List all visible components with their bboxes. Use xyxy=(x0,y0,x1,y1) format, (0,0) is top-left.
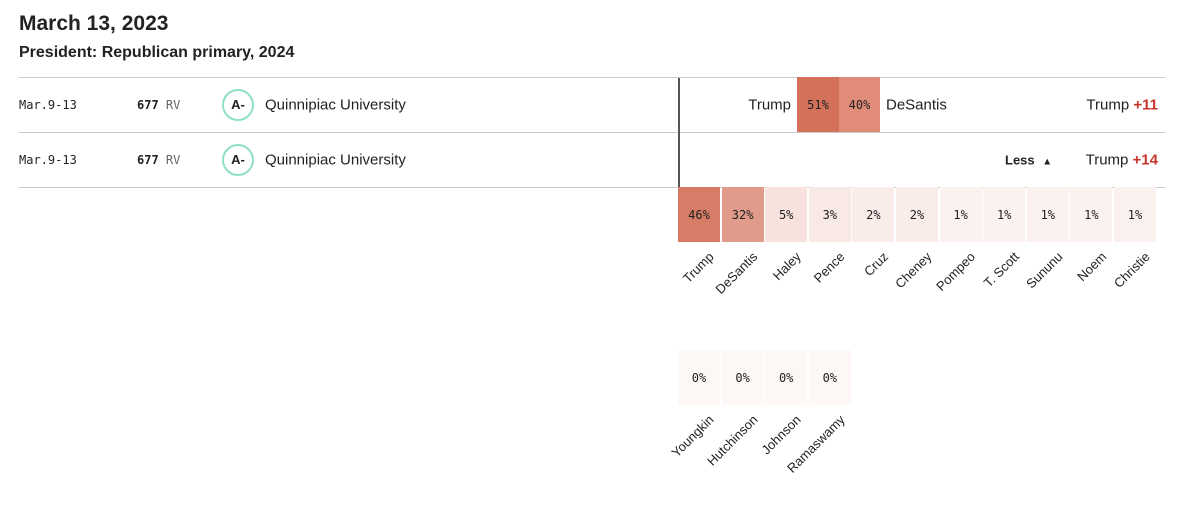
candidate-cell: 1% xyxy=(1114,187,1156,242)
candidate-cell: 1% xyxy=(983,187,1026,242)
candidate-label: Noem xyxy=(1073,249,1110,285)
candidate-left: Trump xyxy=(748,96,791,113)
population: RV xyxy=(165,152,181,167)
less-toggle[interactable]: Less ▲ xyxy=(1005,152,1052,167)
net-margin: +14 xyxy=(1132,151,1158,168)
poll-dates: Mar.9-13 xyxy=(19,152,77,167)
candidate-right: DeSantis xyxy=(886,96,947,113)
divider xyxy=(19,77,1165,78)
race-subtitle: President: Republican primary, 2024 xyxy=(19,44,295,61)
poll-row[interactable]: Mar.9-13 677 RV A- Quinnipiac University… xyxy=(0,77,1200,132)
candidate-cell: 5% xyxy=(765,187,808,242)
pollster-link[interactable]: Quinnipiac University xyxy=(265,96,406,113)
candidate-label: Trump xyxy=(679,249,717,286)
net-leader: Trump xyxy=(1086,96,1130,113)
candidate-cell: 3% xyxy=(808,187,851,242)
pollster-grade-badge: A- xyxy=(222,143,254,176)
net-leader: Trump xyxy=(1085,151,1129,168)
candidate-label: T. Scott xyxy=(980,249,1022,291)
candidate-cell: 32% xyxy=(721,187,764,242)
pollster-link[interactable]: Quinnipiac University xyxy=(265,151,406,168)
candidate-label: Pence xyxy=(810,249,848,286)
candidate-cell: 1% xyxy=(1070,187,1113,242)
net-margin: +11 xyxy=(1133,96,1158,113)
candidate-cell: 0% xyxy=(808,350,851,405)
candidate-cell: 1% xyxy=(939,187,982,242)
candidate-label: DeSantis xyxy=(712,249,761,297)
poll-dates: Mar.9-13 xyxy=(19,97,77,112)
candidate-cell: 0% xyxy=(721,350,764,405)
divider xyxy=(19,187,1165,188)
pollster-grade-badge: A- xyxy=(222,88,254,121)
h2h-cell-right: 40% xyxy=(839,77,880,132)
poll-row[interactable]: Mar.9-13 677 RV A- Quinnipiac University… xyxy=(0,132,1200,187)
candidate-cell: 0% xyxy=(678,350,720,405)
candidate-label: Christie xyxy=(1110,249,1153,291)
sample-size: 677 xyxy=(137,97,159,112)
candidate-label: Haley xyxy=(769,249,804,284)
candidate-cell: 46% xyxy=(678,187,720,242)
sample-size: 677 xyxy=(137,152,159,167)
divider xyxy=(19,132,1165,133)
candidate-label: Pompeo xyxy=(933,249,979,294)
population: RV xyxy=(165,97,181,112)
candidate-cell: 2% xyxy=(852,187,895,242)
candidate-label: Cruz xyxy=(860,249,892,280)
candidate-cell: 1% xyxy=(1026,187,1069,242)
candidate-cell: 2% xyxy=(896,187,938,242)
h2h-cell-left: 51% xyxy=(797,77,839,132)
candidate-label: Sununu xyxy=(1023,249,1066,292)
less-label: Less xyxy=(1005,152,1035,167)
candidate-cell: 0% xyxy=(765,350,808,405)
candidate-label: Cheney xyxy=(892,249,935,292)
divider xyxy=(678,78,680,187)
triangle-up-icon: ▲ xyxy=(1042,156,1053,167)
page-title: March 13, 2023 xyxy=(19,12,169,35)
